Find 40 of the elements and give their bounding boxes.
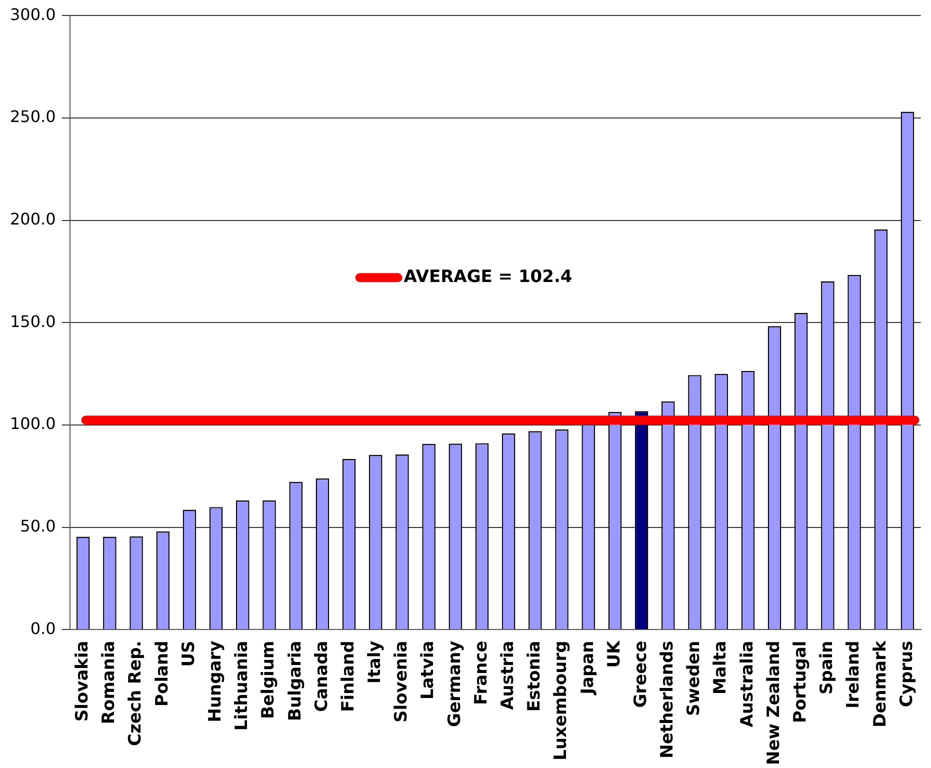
x-tick-label: Portugal bbox=[790, 640, 811, 723]
x-tick-label: France bbox=[471, 640, 492, 705]
x-tick-label: Canada bbox=[312, 640, 332, 712]
x-tick-label: Malta bbox=[710, 640, 731, 695]
x-tick-label: Romania bbox=[99, 640, 120, 724]
x-tick-label: Greece bbox=[630, 640, 651, 708]
legend-label: AVERAGE = 102.4 bbox=[404, 267, 572, 288]
x-tick-label: Belgium bbox=[258, 640, 279, 719]
y-tick-label: 50.0 bbox=[20, 516, 56, 536]
x-tick-label: Slovenia bbox=[392, 640, 412, 722]
x-tick-label: Denmark bbox=[870, 640, 890, 728]
y-tick-label: 0.0 bbox=[30, 618, 56, 638]
x-tick-label: Austria bbox=[498, 640, 518, 710]
x-tick-label: Poland bbox=[152, 640, 172, 706]
x-tick-label: Germany bbox=[444, 640, 465, 727]
x-tick-label: Bulgaria bbox=[285, 640, 306, 721]
x-tick-label: Spain bbox=[817, 640, 838, 695]
x-tick-label: Ireland bbox=[844, 640, 864, 709]
x-tick-label: Italy bbox=[365, 640, 386, 684]
y-tick-label: 150.0 bbox=[10, 312, 56, 331]
x-tick-label: New Zealand bbox=[764, 640, 784, 765]
y-tick-label: 300.0 bbox=[10, 4, 56, 24]
x-tick-label: Estonia bbox=[524, 640, 545, 712]
x-tick-label: Latvia bbox=[418, 640, 438, 700]
x-tick-label: Japan bbox=[578, 640, 598, 696]
x-tick-label: UK bbox=[604, 640, 624, 668]
x-tick-label: Luxembourg bbox=[551, 640, 572, 760]
x-tick-label: Slovakia bbox=[72, 640, 93, 722]
y-tick-label: 100.0 bbox=[10, 414, 56, 434]
y-tick-label: 250.0 bbox=[10, 107, 56, 126]
x-tick-label: Hungary bbox=[205, 640, 226, 722]
x-tick-label: Netherlands bbox=[658, 640, 678, 758]
x-tick-label: Cyprus bbox=[896, 640, 917, 708]
y-tick-label: 200.0 bbox=[10, 209, 56, 228]
x-tick-label: US bbox=[178, 640, 199, 667]
x-tick-label: Australia bbox=[737, 640, 758, 728]
x-tick-label: Czech Rep. bbox=[126, 640, 146, 746]
x-tick-label: Lithuania bbox=[232, 640, 252, 731]
x-tick-label: Finland bbox=[338, 640, 358, 712]
x-tick-label: Sweden bbox=[684, 640, 704, 716]
